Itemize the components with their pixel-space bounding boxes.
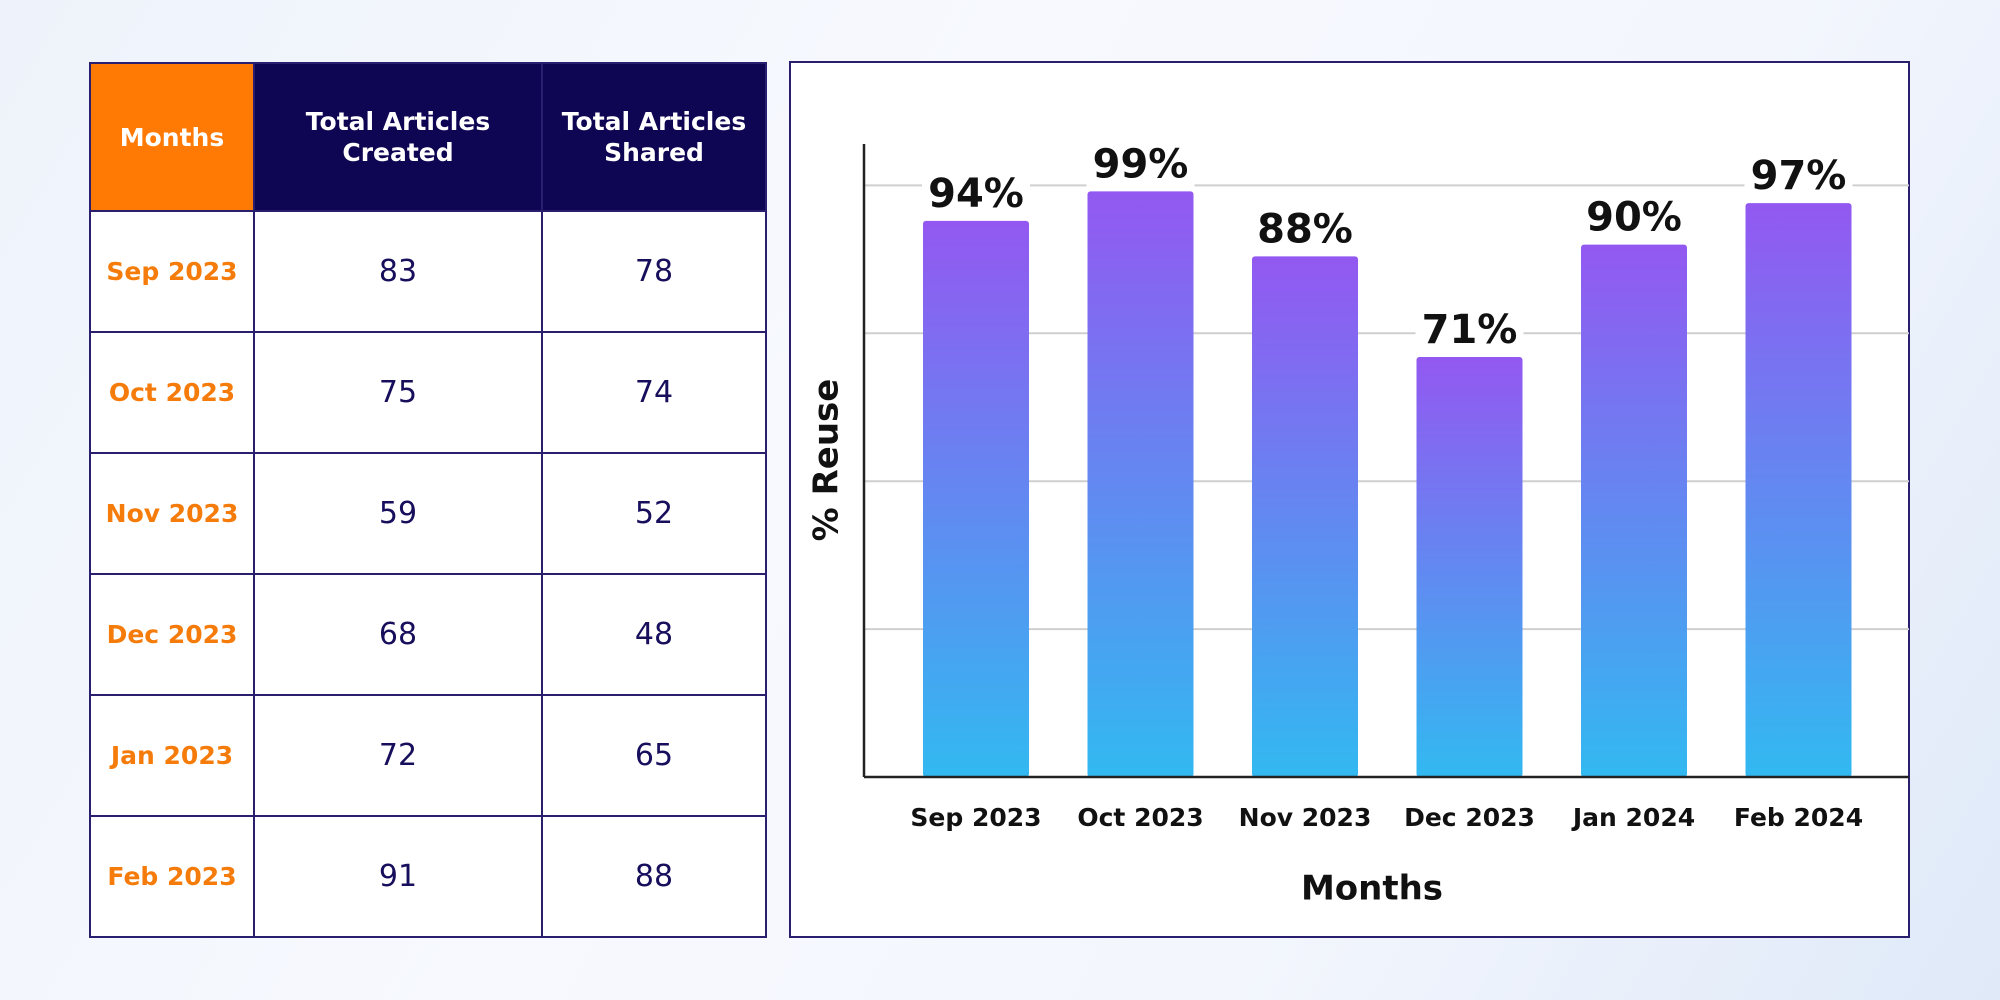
y-axis-title: % Reuse [807, 379, 847, 542]
table-row: Jan 2023 72 65 [89, 694, 767, 817]
header-cell: Months [89, 62, 255, 212]
value-label: 71% [1422, 307, 1518, 353]
header-cell: Total Articles Shared [541, 62, 767, 212]
month-cell: Nov 2023 [89, 452, 255, 575]
table-row: Feb 2023 91 88 [89, 815, 767, 938]
bar [1581, 244, 1687, 778]
value-label: 99% [1093, 141, 1189, 187]
value-label: 97% [1751, 153, 1847, 199]
value-cell: 74 [541, 331, 767, 454]
value-cell: 68 [253, 573, 543, 696]
value-cell: 75 [253, 331, 543, 454]
x-tick-label: Nov 2023 [1239, 803, 1372, 832]
month-cell: Jan 2023 [89, 694, 255, 817]
label-backdrop [922, 172, 1030, 217]
month-cell: Oct 2023 [89, 331, 255, 454]
data-table: Months Total Articles Created Total Arti… [89, 62, 767, 938]
value-cell: 52 [541, 452, 767, 575]
month-cell: Feb 2023 [89, 815, 255, 938]
value-label: 90% [1586, 195, 1682, 241]
table-row: Oct 2023 75 74 [89, 331, 767, 454]
label-backdrop [1580, 196, 1688, 241]
value-label: 94% [928, 171, 1024, 217]
value-cell: 59 [253, 452, 543, 575]
label-backdrop [1744, 155, 1853, 200]
x-tick-label: Jan 2024 [1571, 803, 1695, 832]
value-cell: 65 [541, 694, 767, 817]
table-row: Dec 2023 68 48 [89, 573, 767, 696]
x-axis-title: Months [1301, 869, 1443, 909]
bar [923, 220, 1029, 777]
label-backdrop [1415, 308, 1524, 353]
value-cell: 83 [253, 210, 543, 333]
month-cell: Sep 2023 [89, 210, 255, 333]
month-cell: Dec 2023 [89, 573, 255, 696]
bar [1087, 191, 1194, 778]
value-label: 88% [1257, 206, 1353, 252]
label-backdrop [1086, 143, 1195, 188]
bar [1252, 256, 1358, 777]
x-tick-label: Oct 2023 [1077, 803, 1203, 832]
value-cell: 78 [541, 210, 767, 333]
value-cell: 91 [253, 815, 543, 938]
header-row: Months Total Articles Created Total Arti… [89, 62, 767, 212]
value-cell: 88 [541, 815, 767, 938]
bar [1416, 356, 1523, 777]
x-tick-label: Sep 2023 [910, 803, 1041, 832]
value-cell: 48 [541, 573, 767, 696]
header-cell: Total Articles Created [253, 62, 543, 212]
table-row: Sep 2023 83 78 [89, 210, 767, 333]
bar [1745, 203, 1852, 777]
x-tick-label: Feb 2024 [1734, 803, 1863, 832]
table-row: Nov 2023 59 52 [89, 452, 767, 575]
value-cell: 72 [253, 694, 543, 817]
x-tick-label: Dec 2023 [1404, 803, 1535, 832]
label-backdrop [1251, 208, 1359, 253]
